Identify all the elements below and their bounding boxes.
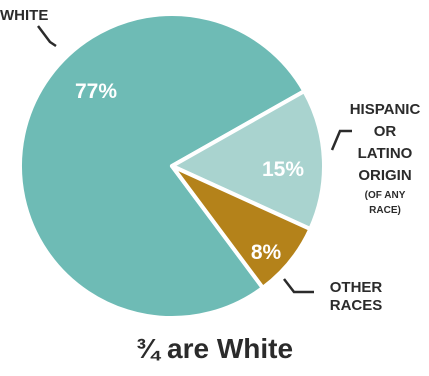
category-label-hispanic-line2: OR — [374, 123, 397, 140]
leader-line-other — [283, 278, 314, 294]
leader-lines — [37, 25, 352, 294]
category-note-hispanic-line2: RACE) — [369, 205, 401, 216]
category-label-white: WHITE — [0, 7, 48, 24]
category-label-hispanic-line3: LATINO — [358, 145, 413, 162]
category-note-hispanic-line1: (OF ANY — [365, 190, 406, 201]
leader-line-white — [37, 25, 57, 48]
leader-line-hispanic — [330, 129, 352, 151]
chart-caption: ¾ are White — [135, 333, 294, 364]
category-label-hispanic-line4: ORIGIN — [358, 167, 411, 184]
value-label-white: 77% — [75, 80, 117, 103]
pie-slices — [18, 12, 326, 320]
category-label-hispanic-line1: HISPANIC — [350, 101, 421, 118]
pie-slice-hispanic — [170, 89, 326, 232]
category-label-other-line2: RACES — [330, 297, 383, 314]
pie-slice-other — [170, 164, 313, 290]
value-label-hispanic: 15% — [262, 158, 304, 181]
value-label-other: 8% — [251, 241, 282, 264]
pie-slice-white — [18, 12, 307, 320]
category-label-other-line1: OTHER — [330, 279, 383, 296]
